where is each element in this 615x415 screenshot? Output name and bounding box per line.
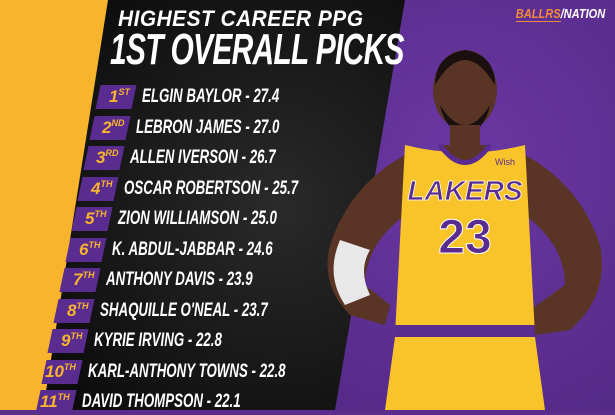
rank-badge: 8TH	[53, 298, 95, 323]
player-entry: ELGIN BAYLOR - 27.4	[142, 86, 280, 107]
player-entry: ALLEN IVERSON - 26.7	[130, 147, 276, 168]
jersey-team-text: LAKERS	[407, 175, 522, 206]
ranking-row: 6TH K. ABDUL-JABBAR - 24.6	[65, 237, 341, 263]
rank-badge: 11TH	[35, 390, 77, 414]
player-entry: ANTHONY DAVIS - 23.9	[106, 269, 253, 290]
player-ppg: 25.0	[250, 208, 277, 229]
rank-badge: 3RD	[83, 146, 125, 170]
rank-badge: 6TH	[65, 237, 107, 262]
jersey-sponsor-text: Wish	[495, 157, 515, 167]
ranking-row: 7TH ANTHONY DAVIS - 23.9	[59, 267, 315, 293]
player-ppg: 27.0	[253, 116, 280, 138]
player-ppg: 25.7	[272, 177, 299, 199]
player-entry: KYRIE IRVING - 22.8	[94, 330, 222, 351]
player-ppg: 27.4	[253, 86, 280, 107]
player-entry: OSCAR ROBERTSON - 25.7	[124, 177, 299, 199]
rank-badge: 5TH	[71, 207, 113, 231]
jersey-number-text: 23	[438, 211, 491, 264]
ranking-row: 4TH OSCAR ROBERTSON - 25.7	[77, 176, 373, 202]
ranking-row: 10TH KARL-ANTHONY TOWNS - 22.8	[41, 359, 370, 385]
player-entry: DAVID THOMPSON - 22.1	[82, 391, 241, 412]
player-name: DAVID THOMPSON	[82, 391, 203, 412]
ranking-row: 2ND LEBRON JAMES - 27.0	[89, 115, 341, 141]
rank-badge: 1ST	[95, 85, 137, 109]
player-name: KARL-ANTHONY TOWNS	[88, 360, 248, 382]
player-name: K. ABDUL-JABBAR	[112, 238, 235, 260]
player-name: ELGIN BAYLOR	[142, 86, 242, 107]
rank-badge: 7TH	[59, 268, 101, 292]
player-entry: LEBRON JAMES - 27.0	[136, 116, 280, 138]
ranking-row: 3RD ALLEN IVERSON - 26.7	[83, 145, 338, 171]
player-entry: SHAQUILLE O'NEAL - 23.7	[100, 299, 268, 321]
player-entry: ZION WILLIAMSON - 25.0	[118, 208, 277, 229]
ranking-row: 1ST ELGIN BAYLOR - 27.4	[95, 84, 338, 110]
player-name: ALLEN IVERSON	[130, 147, 238, 168]
player-entry: KARL-ANTHONY TOWNS - 22.8	[88, 360, 286, 382]
ranking-row: 5TH ZION WILLIAMSON - 25.0	[71, 206, 345, 232]
player-ppg: 22.8	[259, 360, 286, 382]
ranking-row: 11TH DAVID THOMPSON - 22.1	[35, 389, 309, 415]
player-name: KYRIE IRVING	[94, 330, 185, 351]
player-entry: K. ABDUL-JABBAR - 24.6	[112, 238, 273, 260]
player-name: LEBRON JAMES	[136, 116, 242, 138]
player-photo: LAKERS 23 Wish	[327, 50, 602, 410]
rank-badge: 4TH	[77, 176, 119, 201]
player-ppg: 22.8	[195, 330, 222, 351]
player-name: OSCAR ROBERTSON	[124, 177, 261, 199]
player-name: ZION WILLIAMSON	[118, 208, 240, 229]
ranking-row: 9TH KYRIE IRVING - 22.8	[47, 328, 277, 354]
player-name: ANTHONY DAVIS	[106, 269, 215, 290]
player-ppg: 24.6	[246, 238, 273, 260]
player-ppg: 26.7	[249, 147, 276, 168]
rank-badge: 2ND	[89, 115, 131, 140]
player-name: SHAQUILLE O'NEAL	[100, 299, 231, 321]
player-ppg: 23.9	[226, 269, 253, 290]
player-ppg: 22.1	[214, 391, 241, 412]
ballrs-nation-logo: BALLRS/NATION	[515, 6, 605, 22]
player-ppg: 23.7	[241, 299, 268, 321]
rank-badge: 9TH	[47, 329, 89, 353]
title-line-2: 1ST OVERALL PICKS	[110, 25, 404, 74]
ranking-row: 8TH SHAQUILLE O'NEAL - 23.7	[53, 298, 340, 324]
rank-badge: 10TH	[41, 359, 83, 384]
title-line-1: HIGHEST CAREER PPG	[118, 6, 364, 31]
